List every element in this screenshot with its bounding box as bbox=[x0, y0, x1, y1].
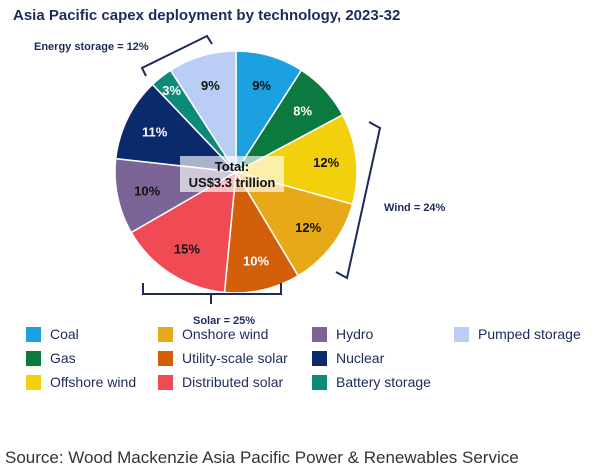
pie-slice-label-coal: 9% bbox=[252, 78, 271, 93]
legend-label-distributed-solar: Distributed solar bbox=[182, 374, 284, 390]
legend-item-onshore-wind: Onshore wind bbox=[158, 324, 268, 344]
legend-swatch-nuclear bbox=[312, 350, 327, 366]
legend-swatch-gas bbox=[26, 350, 41, 366]
source-note: Source: Wood Mackenzie Asia Pacific Powe… bbox=[5, 448, 519, 467]
legend-label-coal: Coal bbox=[50, 326, 79, 342]
chart-title: Asia Pacific capex deployment by technol… bbox=[13, 7, 401, 24]
legend-swatch-distributed-solar bbox=[158, 374, 173, 390]
energy-storage-group-label: Energy storage = 12% bbox=[34, 41, 149, 53]
legend-swatch-coal bbox=[26, 326, 41, 342]
legend-item-hydro: Hydro bbox=[312, 324, 373, 344]
wind-brace bbox=[335, 121, 382, 280]
legend-item-pumped-storage: Pumped storage bbox=[454, 324, 581, 344]
chart-legend: Coal Gas Offshore wind Onshore wind Util… bbox=[26, 324, 604, 400]
center-label-backdrop bbox=[180, 156, 284, 192]
legend-swatch-utility-scale-solar bbox=[158, 350, 173, 366]
center-label-line-1: Total: bbox=[215, 159, 249, 174]
pie-slice-label-pumped-storage: 9% bbox=[201, 78, 220, 93]
legend-label-utility-scale-solar: Utility-scale solar bbox=[182, 350, 288, 366]
pie-slice-pumped-storage bbox=[169, 50, 237, 175]
center-label-line-2: US$3.3 trillion bbox=[189, 175, 276, 190]
pie-slice-label-battery-storage: 3% bbox=[162, 83, 181, 98]
pie-slice-label-onshore-wind: 12% bbox=[295, 220, 321, 235]
pie-slice-label-hydro: 10% bbox=[134, 184, 160, 199]
energy-storage-brace bbox=[140, 34, 213, 77]
pie-slices bbox=[114, 50, 358, 294]
wind-group-label: Wind = 24% bbox=[384, 202, 446, 214]
legend-label-offshore-wind: Offshore wind bbox=[50, 374, 137, 390]
legend-swatch-pumped-storage bbox=[454, 326, 469, 342]
pie-slice-nuclear bbox=[114, 83, 238, 173]
legend-label-battery-storage: Battery storage bbox=[336, 374, 431, 390]
legend-item-nuclear: Nuclear bbox=[312, 348, 384, 368]
legend-item-battery-storage: Battery storage bbox=[312, 372, 431, 392]
legend-label-nuclear: Nuclear bbox=[336, 350, 385, 366]
legend-swatch-hydro bbox=[312, 326, 327, 342]
pie-chart: 9% 8% 12% 12% 10% 15% 10% 11% 3% 9% Total: US$3.3… bbox=[34, 34, 446, 327]
pie-slice-label-offshore-wind: 12% bbox=[313, 155, 339, 170]
legend-label-gas: Gas bbox=[50, 350, 76, 366]
pie-slice-labels: 9% 8% 12% 12% 10% 15% 10% 11% 3% 9% bbox=[134, 78, 339, 269]
pie-slice-offshore-wind bbox=[233, 113, 358, 206]
solar-group-label: Solar = 25% bbox=[193, 315, 255, 327]
pie-slice-utility-scale-solar bbox=[223, 169, 300, 294]
legend-item-gas: Gas bbox=[26, 348, 76, 368]
legend-swatch-onshore-wind bbox=[158, 326, 173, 342]
pie-slice-label-nuclear: 11% bbox=[142, 125, 168, 140]
pie-slice-distributed-solar bbox=[130, 170, 237, 294]
legend-label-hydro: Hydro bbox=[336, 326, 374, 342]
legend-item-distributed-solar: Distributed solar bbox=[158, 372, 283, 392]
legend-label-pumped-storage: Pumped storage bbox=[478, 326, 581, 342]
pie-slice-label-gas: 8% bbox=[293, 103, 312, 118]
legend-item-offshore-wind: Offshore wind bbox=[26, 372, 136, 392]
pie-slice-onshore-wind bbox=[234, 170, 354, 277]
legend-swatch-battery-storage bbox=[312, 374, 327, 390]
legend-item-utility-scale-solar: Utility-scale solar bbox=[158, 348, 288, 368]
legend-swatch-offshore-wind bbox=[26, 374, 41, 390]
legend-label-onshore-wind: Onshore wind bbox=[182, 326, 269, 342]
pie-slice-label-utility-scale-solar: 10% bbox=[243, 254, 269, 269]
pie-slice-label-distributed-solar: 15% bbox=[174, 241, 200, 256]
legend-item-coal: Coal bbox=[26, 324, 79, 344]
